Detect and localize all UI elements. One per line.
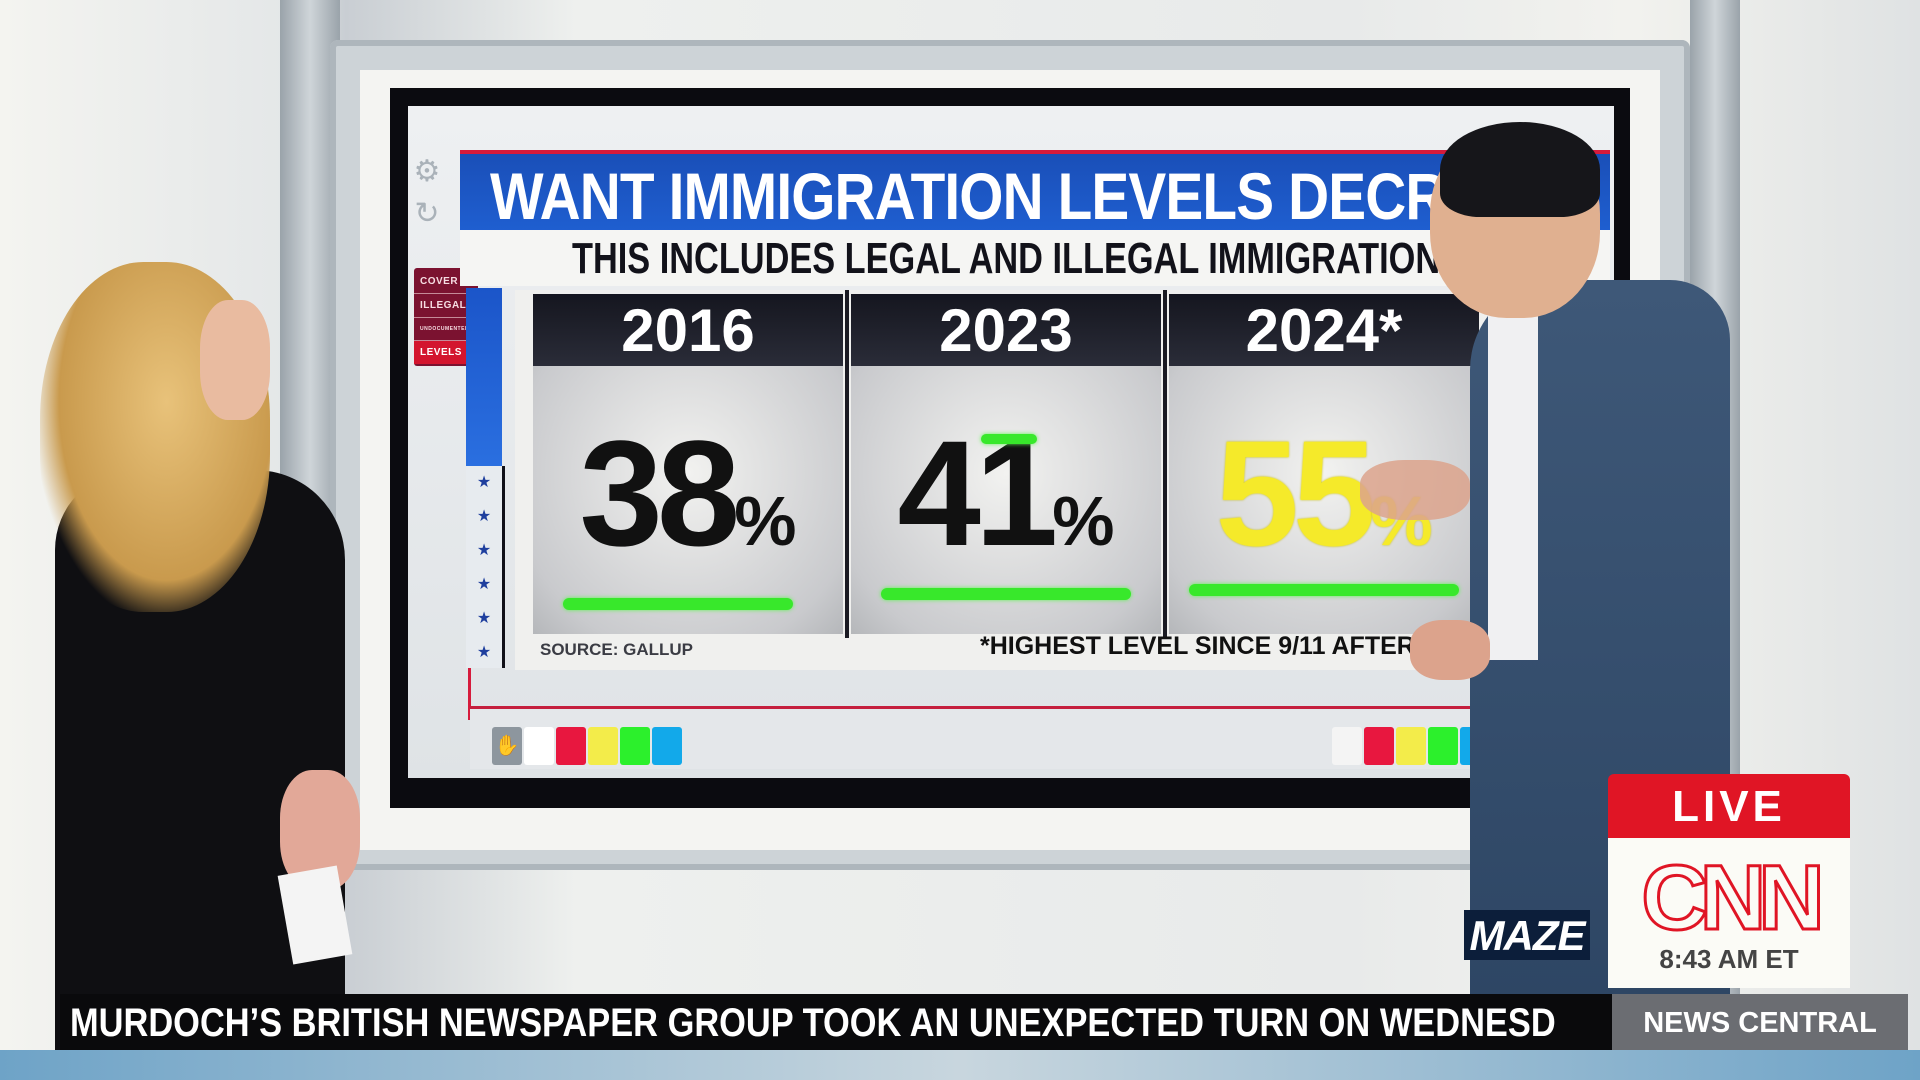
- nav-tab-undocumented[interactable]: UNDOCUMENTED: [414, 318, 478, 341]
- pen-color-yellow[interactable]: [1396, 727, 1426, 765]
- star-icon: ★: [476, 610, 492, 627]
- star-icon: ★: [476, 542, 492, 559]
- stat-number: 38: [579, 409, 740, 577]
- ticker-crawl: MURDOCH’S BRITISH NEWSPAPER GROUP TOOK A…: [60, 994, 1622, 1050]
- pen-toolbar: ✋: [470, 706, 1610, 769]
- stat-value: 41%: [851, 418, 1161, 596]
- graphic-title: WANT IMMIGRATION LEVELS DECREAS: [490, 159, 1561, 233]
- flag-strip: ★ ★ ★ ★ ★ ★: [466, 288, 505, 668]
- pen-color-white[interactable]: [524, 727, 554, 765]
- star-icon: ★: [476, 474, 492, 491]
- presenter-man-shirt: [1488, 300, 1538, 660]
- star-icon: ★: [476, 644, 492, 661]
- hand-tool-icon[interactable]: ✋: [492, 727, 522, 765]
- pen-color-red[interactable]: [556, 727, 586, 765]
- stat-unit: %: [1052, 482, 1115, 560]
- maze-watermark: MAZE: [1464, 910, 1590, 960]
- source-label: SOURCE: GALLUP: [540, 640, 693, 659]
- column-divider: [1163, 290, 1167, 638]
- program-name: NEWS CENTRAL: [1612, 994, 1908, 1050]
- stat-unit: %: [734, 482, 797, 560]
- side-toolbar: ⚙ ↻: [410, 155, 460, 239]
- pen-color-green[interactable]: [620, 727, 650, 765]
- pen-underline: [881, 588, 1131, 600]
- presenter-man-hand: [1410, 620, 1490, 680]
- network-bug: CNN 8:43 AM ET: [1608, 838, 1850, 988]
- cnn-logo: CNN: [1640, 847, 1826, 949]
- star-icon: ★: [476, 508, 492, 525]
- graphic-subtitle: THIS INCLUDES LEGAL AND ILLEGAL IMMIGRAT…: [572, 234, 1441, 283]
- live-badge: LIVE: [1608, 774, 1850, 838]
- nav-tab-illegal[interactable]: ILLEGAL: [414, 294, 478, 318]
- stats-panel: 2016 38% 2023 41% 2024* 55%: [515, 290, 1515, 670]
- flag-blue-field: [466, 288, 502, 466]
- stat-body: 41%: [851, 366, 1161, 634]
- news-ticker: MURDOCH’S BRITISH NEWSPAPER GROUP TOOK A…: [60, 994, 1920, 1050]
- stat-number: 55: [1215, 409, 1376, 577]
- nav-tab-cover[interactable]: COVER: [414, 270, 478, 294]
- pen-color-green[interactable]: [1428, 727, 1458, 765]
- year-header: 2016: [533, 294, 843, 366]
- star-icon: ★: [476, 576, 492, 593]
- year-header: 2024*: [1169, 294, 1479, 366]
- studio-floor: [0, 1050, 1920, 1080]
- graphic-title-bar: WANT IMMIGRATION LEVELS DECREAS: [460, 150, 1610, 234]
- refresh-icon[interactable]: ↻: [414, 197, 440, 230]
- pen-underline: [1189, 584, 1459, 596]
- gear-icon[interactable]: ⚙: [413, 155, 441, 188]
- stat-body: 38%: [533, 366, 843, 634]
- pen-color-blue[interactable]: [652, 727, 682, 765]
- stat-value: 38%: [533, 418, 843, 596]
- year-header: 2023: [851, 294, 1161, 366]
- ticker-text: MURDOCH’S BRITISH NEWSPAPER GROUP TOOK A…: [70, 1001, 1556, 1045]
- flag-stars: ★ ★ ★ ★ ★ ★: [466, 466, 505, 668]
- pen-mark: [981, 434, 1037, 444]
- stat-column-2016: 2016 38%: [533, 294, 843, 634]
- nav-tab-levels[interactable]: LEVELS: [414, 341, 478, 364]
- presenter-man-hair: [1440, 122, 1600, 217]
- pen-color-red[interactable]: [1364, 727, 1394, 765]
- pen-underline: [563, 598, 793, 610]
- column-divider: [845, 290, 849, 638]
- broadcast-time: 8:43 AM ET: [1659, 944, 1799, 974]
- stat-column-2023: 2023 41%: [851, 294, 1161, 634]
- footnote: *HIGHEST LEVEL SINCE 9/11 AFTERM: [980, 632, 1436, 660]
- presenter-woman-face: [200, 300, 270, 420]
- pen-color-yellow[interactable]: [588, 727, 618, 765]
- presenter-man-hand: [1360, 460, 1470, 520]
- graphic-subtitle-bar: THIS INCLUDES LEGAL AND ILLEGAL IMMIGRAT…: [460, 230, 1610, 286]
- pen-color-white[interactable]: [1332, 727, 1362, 765]
